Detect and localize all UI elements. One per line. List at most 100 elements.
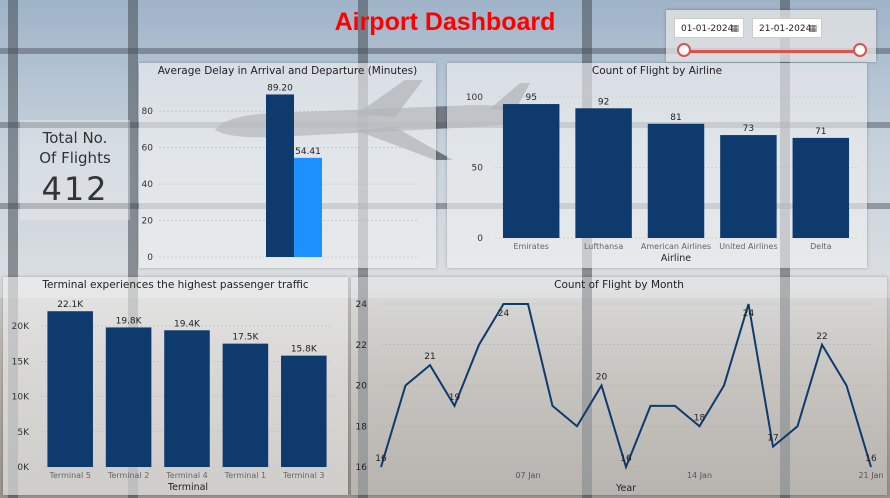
end-date-value: 21-01-2024: [759, 24, 812, 34]
bar: [164, 330, 210, 467]
data-label: 24: [743, 309, 755, 319]
data-label: 22: [816, 332, 827, 342]
data-label: 73: [743, 124, 754, 134]
y-tick-label: 24: [356, 300, 368, 310]
bar: [647, 123, 705, 238]
chart-title: Average Delay in Arrival and Departure (…: [157, 65, 418, 77]
x-tick-label: Delta: [810, 242, 831, 251]
chart-title: Count of Flight by Month: [554, 279, 684, 291]
kpi-value: 412: [41, 170, 109, 208]
y-tick-label: 20K: [12, 322, 30, 332]
kpi-label: Of Flights: [39, 149, 111, 167]
calendar-icon[interactable]: ▦: [808, 24, 817, 34]
x-tick-label: 14 Jan: [687, 471, 712, 480]
delay-chart: 0 20 40 60 80 89.20 54.41: [142, 83, 419, 263]
x-tick-label: Terminal 2: [107, 471, 149, 480]
data-label: 92: [598, 97, 609, 107]
month-chart: 16 18 20 22 24 16 21 19 24 20 16 18 24 17 22 16 07 Jan 14…: [356, 300, 884, 494]
data-label: 54.41: [295, 147, 321, 157]
window-frame: [8, 0, 18, 498]
bar: [281, 355, 327, 467]
date-slider-track[interactable]: [684, 50, 862, 53]
x-tick-label: 07 Jan: [515, 471, 540, 480]
x-tick-label: United Airlines: [719, 242, 777, 251]
date-slider-start-handle[interactable]: [677, 43, 691, 57]
data-label: 81: [670, 113, 681, 123]
x-axis-label: Airline: [661, 253, 691, 264]
x-tick-label: Lufthansa: [584, 242, 623, 251]
data-label: 16: [865, 454, 877, 464]
chart-title: Count of Flight by Airline: [591, 65, 723, 77]
bar: [47, 311, 93, 467]
y-tick-label: 0K: [17, 463, 30, 473]
data-label: 19.8K: [116, 316, 143, 326]
start-date-field[interactable]: 01-01-2024 ▦: [674, 18, 744, 38]
y-tick-label: 15K: [12, 357, 30, 367]
y-tick-label: 10K: [12, 393, 30, 403]
bar: [105, 327, 152, 467]
y-tick-label: 20: [142, 217, 154, 227]
airline-chart-panel: Count of Flight by Airline 0 50 100 95 Emira…: [447, 63, 867, 268]
x-tick-label: 21 Jan: [858, 471, 883, 480]
data-label: 17: [767, 434, 778, 444]
data-label: 95: [525, 93, 536, 103]
dashboard-title: Airport Dashboard: [334, 8, 556, 36]
data-label: 21: [424, 352, 435, 362]
x-axis-label: Year: [615, 483, 636, 494]
chart-title: Terminal experiences the highest passeng…: [42, 279, 309, 291]
y-tick-label: 60: [142, 144, 154, 154]
x-tick-label: Terminal 4: [165, 471, 207, 480]
y-tick-label: 40: [142, 180, 154, 190]
y-tick-label: 20: [356, 382, 368, 392]
calendar-icon[interactable]: ▦: [730, 24, 739, 34]
data-label: 15.8K: [291, 345, 318, 355]
y-tick-label: 16: [356, 463, 368, 473]
data-label: 16: [620, 454, 632, 464]
x-tick-label: Terminal 5: [48, 471, 90, 480]
y-tick-label: 50: [472, 164, 484, 174]
x-axis-label: Terminal: [167, 482, 208, 493]
y-tick-label: 0: [477, 234, 483, 244]
x-tick-label: Terminal 3: [282, 471, 324, 480]
window-frame: [0, 48, 890, 54]
series-line: [380, 303, 872, 471]
y-tick-label: 100: [466, 93, 483, 103]
bar: [720, 135, 777, 238]
bar: [575, 108, 632, 238]
x-tick-label: Emirates: [513, 242, 549, 251]
date-slider-end-handle[interactable]: [853, 43, 867, 57]
data-label: 89.20: [267, 83, 293, 93]
data-label: 20: [596, 373, 608, 383]
data-label: 22.1K: [57, 300, 84, 310]
data-label: 17.5K: [232, 333, 259, 343]
terminal-chart: 0K 5K 10K 15K 20K 22.1K Terminal 5 19.8K Termina…: [12, 300, 333, 493]
start-date-value: 01-01-2024: [681, 24, 734, 34]
end-date-field[interactable]: 21-01-2024 ▦: [752, 18, 822, 38]
month-chart-panel: Count of Flight by Month 16 18 20 22 24 16 21 1…: [351, 277, 887, 495]
data-label: 71: [815, 127, 826, 137]
window-frame: [0, 203, 890, 209]
x-tick-label: American Airlines: [641, 242, 711, 251]
bar: [222, 343, 269, 467]
kpi-card: Total No. Of Flights 412: [20, 120, 130, 220]
terminal-chart-panel: Terminal experiences the highest passeng…: [3, 277, 348, 495]
y-tick-label: 22: [356, 341, 367, 351]
bar: [266, 94, 294, 257]
data-label: 19: [449, 393, 461, 403]
y-tick-label: 18: [356, 422, 368, 432]
data-label: 18: [694, 413, 706, 423]
kpi-label: Total No.: [42, 129, 108, 147]
y-tick-label: 0: [147, 253, 153, 263]
data-label: 24: [498, 309, 510, 319]
bar: [294, 157, 322, 257]
data-label: 16: [375, 454, 387, 464]
x-tick-label: Terminal 1: [224, 471, 266, 480]
date-range-slicer[interactable]: 01-01-2024 ▦ 21-01-2024 ▦: [666, 10, 876, 62]
y-tick-label: 80: [142, 107, 154, 117]
airline-chart: 0 50 100 95 Emirates 92 Lufthansa 81 American Ai…: [466, 93, 857, 264]
window-frame: [128, 0, 138, 498]
y-tick-label: 5K: [17, 428, 30, 438]
bar: [792, 137, 850, 238]
data-label: 19.4K: [174, 319, 201, 329]
bar: [502, 104, 560, 238]
